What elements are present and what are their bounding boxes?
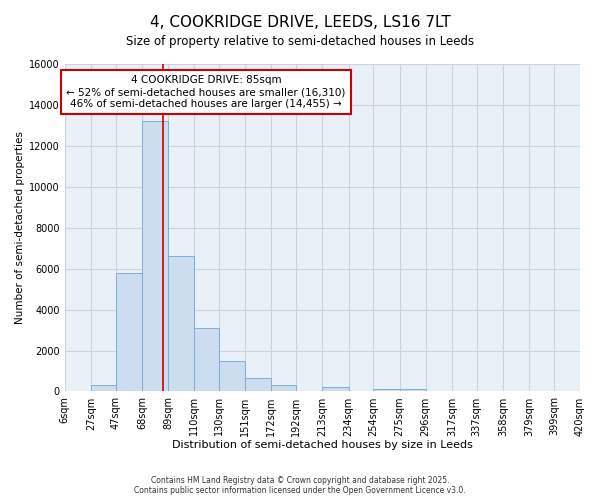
Bar [91, 386, 116, 392]
Text: Contains HM Land Registry data © Crown copyright and database right 2025.
Contai: Contains HM Land Registry data © Crown c… [134, 476, 466, 495]
Text: 4 COOKRIDGE DRIVE: 85sqm
← 52% of semi-detached houses are smaller (16,310)
46% : 4 COOKRIDGE DRIVE: 85sqm ← 52% of semi-d… [67, 76, 346, 108]
Text: 4, COOKRIDGE DRIVE, LEEDS, LS16 7LT: 4, COOKRIDGE DRIVE, LEEDS, LS16 7LT [149, 15, 451, 30]
Bar [194, 328, 219, 392]
Bar [271, 386, 296, 392]
Bar [142, 122, 168, 392]
Bar [168, 256, 194, 392]
X-axis label: Distribution of semi-detached houses by size in Leeds: Distribution of semi-detached houses by … [172, 440, 473, 450]
Bar [219, 361, 245, 392]
Text: Size of property relative to semi-detached houses in Leeds: Size of property relative to semi-detach… [126, 35, 474, 48]
Bar [116, 273, 142, 392]
Bar [245, 378, 271, 392]
Bar [373, 390, 400, 392]
Bar [322, 388, 349, 392]
Y-axis label: Number of semi-detached properties: Number of semi-detached properties [15, 132, 25, 324]
Bar [400, 390, 425, 392]
